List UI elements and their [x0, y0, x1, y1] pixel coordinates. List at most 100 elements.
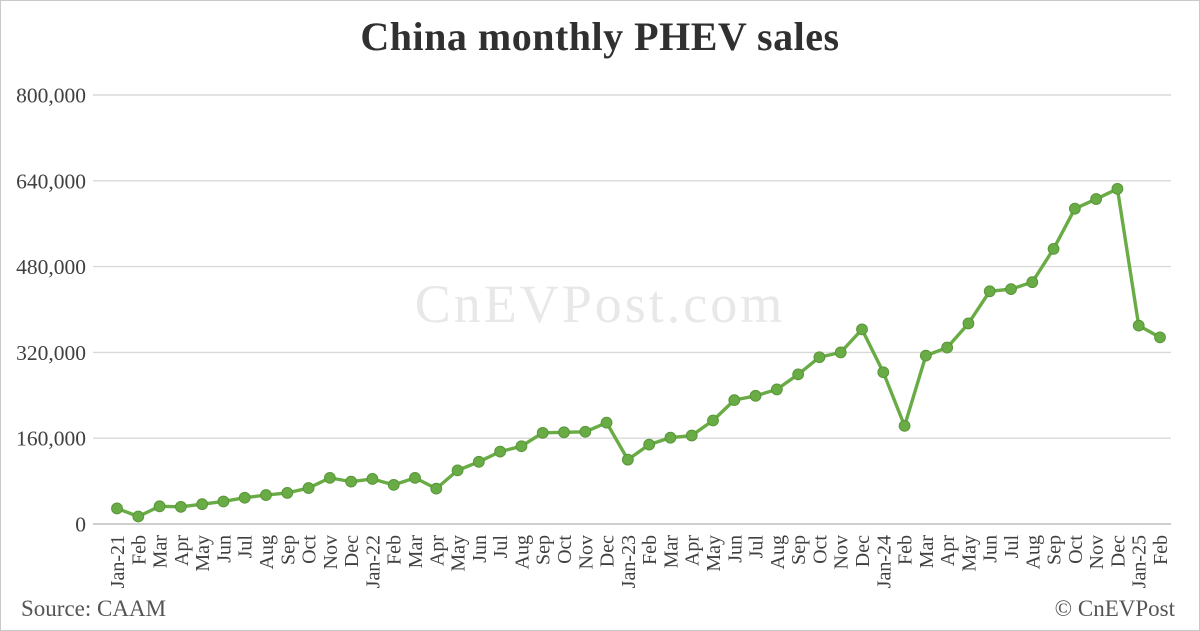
x-tick-label: Oct: [554, 535, 576, 564]
x-tick-label: Jun: [724, 535, 746, 563]
data-point: [366, 473, 379, 485]
x-tick-label: Oct: [1065, 535, 1087, 564]
data-point: [1090, 193, 1103, 205]
x-tick-label: Nov: [831, 535, 853, 569]
chart-title: China monthly PHEV sales: [360, 14, 840, 59]
data-point: [728, 394, 741, 407]
x-tick-label: Jun: [980, 535, 1002, 563]
data-point: [919, 349, 932, 362]
data-point: [600, 416, 613, 429]
data-point: [111, 502, 123, 515]
data-point: [962, 317, 975, 330]
data-point: [281, 486, 294, 499]
x-tick-label: Jul: [235, 535, 257, 559]
x-tick-label: Dec: [852, 535, 874, 567]
data-point: [792, 368, 805, 381]
x-tick-label: Oct: [809, 535, 831, 564]
x-tick-label: Dec: [341, 535, 363, 567]
x-tick-label: Mar: [660, 535, 682, 569]
y-tick-label: 640,000: [16, 169, 86, 193]
x-tick-label: Jul: [490, 535, 512, 559]
x-tick-label: Jan-21: [107, 535, 129, 588]
x-tick-label: Aug: [1022, 535, 1044, 569]
data-point: [856, 323, 868, 336]
data-point: [664, 431, 677, 444]
x-tick-label: Jun: [469, 535, 491, 563]
x-tick-label: Apr: [171, 535, 193, 566]
data-point: [834, 346, 847, 359]
data-point: [1068, 202, 1081, 215]
data-point: [579, 425, 592, 438]
data-point: [345, 475, 358, 488]
y-tick-label: 800,000: [16, 84, 86, 108]
data-point: [941, 341, 954, 354]
x-tick-label: Feb: [639, 535, 661, 565]
x-tick-label: Jan-25: [1129, 535, 1151, 588]
data-point: [1005, 283, 1017, 296]
data-point: [472, 455, 485, 468]
x-tick-label: Jul: [1001, 535, 1023, 559]
data-point: [174, 500, 187, 513]
data-point: [132, 510, 145, 523]
data-point: [1026, 276, 1039, 289]
x-tick-label: Jul: [746, 535, 768, 559]
source-caption: Source: CAAM: [21, 596, 167, 621]
y-tick-label: 320,000: [16, 341, 86, 365]
x-tick-label: Feb: [128, 535, 150, 565]
data-point: [707, 414, 719, 427]
data-point: [621, 453, 634, 466]
data-point: [260, 489, 272, 501]
x-tick-label: Mar: [405, 535, 427, 569]
y-tick-label: 160,000: [16, 427, 86, 451]
x-tick-label: Mar: [150, 535, 172, 569]
data-point: [749, 389, 762, 402]
x-tick-label: Nov: [575, 535, 597, 569]
data-point: [451, 464, 464, 477]
x-tick-label: May: [958, 535, 980, 572]
x-tick-label: Sep: [1044, 535, 1066, 565]
data-point: [813, 351, 826, 364]
data-point: [430, 482, 443, 495]
x-tick-label: Apr: [682, 535, 704, 566]
data-point: [558, 426, 570, 439]
data-point: [409, 471, 421, 484]
data-point: [685, 429, 698, 442]
y-tick-label: 0: [75, 513, 86, 537]
x-tick-label: Aug: [511, 535, 533, 569]
x-tick-label: Jan-22: [362, 535, 384, 588]
data-point: [238, 491, 251, 504]
x-tick-label: Aug: [767, 535, 789, 569]
data-point: [643, 438, 656, 451]
y-tick-label: 480,000: [16, 255, 86, 279]
x-tick-label: Feb: [1150, 535, 1172, 565]
x-tick-label: Apr: [937, 535, 959, 566]
x-tick-label: Sep: [277, 535, 299, 565]
x-tick-label: May: [703, 535, 725, 572]
data-point: [153, 500, 166, 513]
data-point: [1154, 331, 1166, 344]
data-point: [302, 482, 315, 494]
data-point: [387, 478, 400, 491]
data-point: [770, 383, 783, 396]
x-tick-label: Jan-24: [873, 535, 895, 588]
data-point: [536, 426, 549, 439]
x-tick-label: Nov: [320, 535, 342, 569]
x-tick-label: May: [448, 535, 470, 572]
x-tick-label: Jan-23: [618, 535, 640, 588]
data-point: [494, 445, 507, 458]
x-tick-label: May: [192, 535, 214, 572]
data-point: [983, 285, 996, 298]
x-tick-label: Oct: [299, 535, 321, 564]
data-point: [1047, 243, 1060, 255]
x-tick-label: Apr: [426, 535, 448, 566]
x-tick-label: Feb: [384, 535, 406, 565]
data-point: [898, 419, 911, 432]
x-tick-label: Sep: [788, 535, 810, 565]
x-tick-label: Feb: [895, 535, 917, 565]
x-tick-label: Dec: [1107, 535, 1129, 567]
data-point: [877, 366, 890, 379]
x-tick-label: Dec: [597, 535, 619, 567]
copyright-caption: © CnEVPost: [1054, 596, 1175, 621]
